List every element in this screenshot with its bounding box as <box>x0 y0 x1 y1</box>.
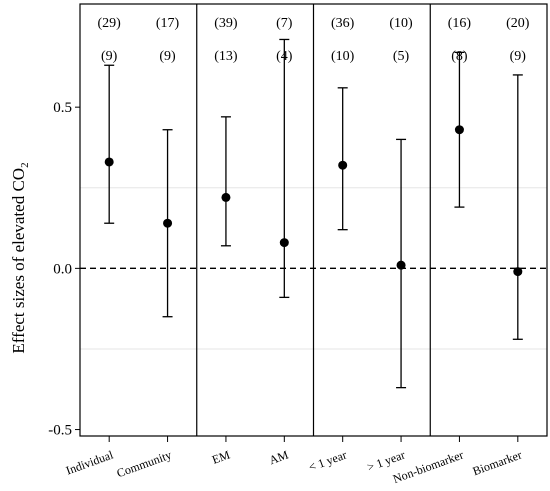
y-tick-label-2: -0.5 <box>48 423 72 439</box>
plot-border <box>79 3 548 437</box>
annotation-bottom-1: (9) <box>159 49 176 64</box>
y-tick-label-0: 0.5 <box>53 100 72 116</box>
plot-frame <box>79 3 548 437</box>
annotation-top-3: (7) <box>276 16 293 31</box>
sample-size-annotations: (29) (17) (39) (7) (36) (10) (16) (20) (9) (9) (13… <box>98 16 530 64</box>
point-estimate-7 <box>513 267 523 277</box>
annotation-bottom-5: (5) <box>393 49 410 64</box>
point-estimate-6 <box>454 125 464 135</box>
x-tick-label-0: Individual <box>64 447 116 477</box>
annotation-top-1: (17) <box>156 16 180 31</box>
annotation-bottom-7: (9) <box>510 49 527 64</box>
point-estimate-1 <box>163 218 173 228</box>
error-bar-7 <box>512 74 523 340</box>
point-estimate-3 <box>279 238 289 248</box>
y-tick-label-1: 0.0 <box>53 261 72 277</box>
annotation-top-7: (20) <box>506 16 530 31</box>
error-bar-0 <box>104 64 115 224</box>
x-tick-label-3: AM <box>267 447 290 467</box>
annotation-top-6: (16) <box>448 16 472 31</box>
y-axis-label-text: Effect sizes of elevated CO <box>9 168 28 354</box>
annotation-bottom-6: (8) <box>451 49 468 64</box>
error-bar-2 <box>220 116 231 247</box>
point-estimate-4 <box>338 160 348 170</box>
point-estimate-2 <box>221 192 231 202</box>
x-tick-label-1: Community <box>115 448 174 481</box>
y-axis-label-subscript: 2 <box>19 162 31 168</box>
point-estimates <box>104 125 523 277</box>
annotation-bottom-2: (13) <box>214 49 238 64</box>
x-tick-label-4: < 1 year <box>307 448 349 475</box>
x-tick-label-2: EM <box>210 447 232 466</box>
point-estimate-5 <box>396 260 406 270</box>
annotation-top-2: (39) <box>214 16 238 31</box>
annotation-bottom-4: (10) <box>331 49 355 64</box>
error-bar-3 <box>279 38 290 299</box>
annotation-top-5: (10) <box>389 16 413 31</box>
y-axis-label: Effect sizes of elevated CO2 <box>9 162 31 353</box>
annotation-top-4: (36) <box>331 16 355 31</box>
error-bar-4 <box>337 87 348 231</box>
point-estimate-0 <box>104 157 114 167</box>
annotation-top-0: (29) <box>98 16 122 31</box>
x-tick-label-7: Biomarker <box>471 448 524 479</box>
annotation-bottom-0: (9) <box>101 49 118 64</box>
axes: 0.5 0.0 -0.5 Individual Community EM AM < 1 yea… <box>48 100 523 486</box>
annotation-bottom-3: (4) <box>276 49 293 64</box>
panel-separators <box>196 4 431 436</box>
